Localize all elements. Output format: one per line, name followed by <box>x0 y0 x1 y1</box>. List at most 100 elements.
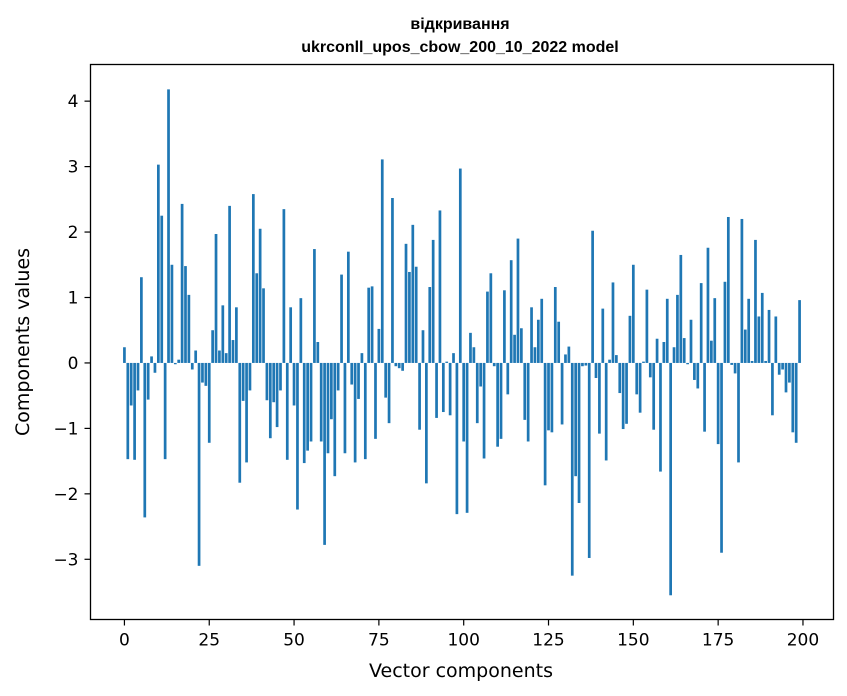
x-tick-label: 125 <box>532 631 564 651</box>
bar <box>492 362 496 367</box>
bar <box>689 319 693 363</box>
chart-title: відкривання <box>410 16 509 33</box>
bar <box>425 362 428 484</box>
bar <box>509 260 513 363</box>
bar <box>774 316 778 363</box>
bar <box>591 230 594 363</box>
y-tick-label: 3 <box>68 158 79 178</box>
x-tick-label: 200 <box>787 631 819 651</box>
bar <box>631 264 635 363</box>
bar <box>699 283 703 363</box>
bar <box>201 362 204 383</box>
bar <box>740 218 744 363</box>
bar <box>615 355 618 363</box>
bar <box>577 362 581 503</box>
bar <box>777 362 781 375</box>
bar <box>604 362 608 461</box>
bar <box>292 362 296 406</box>
bar <box>350 362 354 385</box>
bar <box>625 362 628 424</box>
bar <box>710 340 713 363</box>
bar <box>316 342 320 363</box>
bar <box>570 362 574 576</box>
bar <box>479 362 483 387</box>
bar <box>374 362 377 439</box>
bar <box>676 294 679 363</box>
bar <box>428 287 432 363</box>
bar <box>662 342 666 363</box>
y-tick-label: −1 <box>53 419 78 439</box>
bar <box>682 338 686 363</box>
bar <box>207 362 211 443</box>
bar <box>258 228 262 363</box>
bar <box>771 362 774 416</box>
bar <box>445 361 449 363</box>
bar <box>404 243 408 363</box>
bar <box>167 89 170 363</box>
bar <box>696 362 700 389</box>
bar <box>716 362 720 445</box>
x-tick-label: 0 <box>119 631 130 651</box>
bar <box>750 360 754 363</box>
bar <box>438 210 442 363</box>
bar <box>608 359 611 363</box>
bar <box>530 307 533 363</box>
y-axis-label: Components values <box>12 248 34 436</box>
bar <box>136 362 140 391</box>
bar <box>129 362 133 406</box>
bar <box>153 362 157 373</box>
bar <box>190 362 194 370</box>
bar <box>503 290 506 363</box>
bar <box>394 362 398 367</box>
bar <box>170 264 174 363</box>
y-tick-label: 4 <box>68 92 79 112</box>
bar <box>360 353 364 363</box>
bar <box>357 362 360 399</box>
bar <box>737 362 740 463</box>
bar <box>594 362 598 378</box>
bar <box>472 347 476 363</box>
bar <box>489 273 493 363</box>
bar <box>346 251 350 363</box>
x-axis-label: Vector components <box>369 660 553 682</box>
bar <box>323 362 326 545</box>
bar <box>669 362 672 596</box>
y-axis-ticks: −3 −2 −1 0 1 2 3 4 <box>53 92 91 570</box>
bar <box>536 319 540 363</box>
bar <box>391 198 394 363</box>
bar <box>353 362 357 463</box>
bar <box>197 362 201 566</box>
bar <box>377 328 381 363</box>
bar <box>123 347 126 363</box>
bar <box>767 309 771 363</box>
bar <box>387 362 391 424</box>
bar <box>302 362 306 464</box>
bar <box>598 362 601 434</box>
bar <box>255 273 259 363</box>
bar <box>516 238 520 363</box>
bar <box>194 350 198 363</box>
bar <box>299 298 303 363</box>
x-tick-label: 25 <box>198 631 220 651</box>
bar <box>211 330 214 363</box>
bar <box>638 362 642 413</box>
x-tick-label: 100 <box>447 631 479 651</box>
bar <box>584 362 588 366</box>
bar <box>289 307 293 363</box>
bar <box>235 307 238 363</box>
bar <box>421 330 425 363</box>
x-axis-ticks: 0 25 50 75 100 125 150 175 200 <box>119 619 819 651</box>
bar <box>367 287 371 363</box>
bar <box>126 362 130 460</box>
bar <box>757 316 761 363</box>
bar <box>363 362 367 460</box>
bar <box>567 346 571 363</box>
bar <box>564 354 567 363</box>
bar <box>726 216 730 363</box>
bar <box>408 271 411 363</box>
bar <box>397 362 401 369</box>
bar <box>523 362 527 420</box>
chart-subtitle: ukrconll_upos_cbow_200_10_2022 model <box>301 39 618 56</box>
bar <box>693 362 696 380</box>
